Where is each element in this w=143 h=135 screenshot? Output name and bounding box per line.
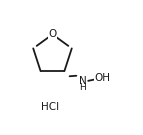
Text: O: O	[48, 29, 57, 39]
Text: N: N	[79, 76, 87, 86]
Text: HCl: HCl	[41, 102, 59, 112]
Text: OH: OH	[95, 73, 111, 83]
Text: H: H	[79, 83, 86, 92]
